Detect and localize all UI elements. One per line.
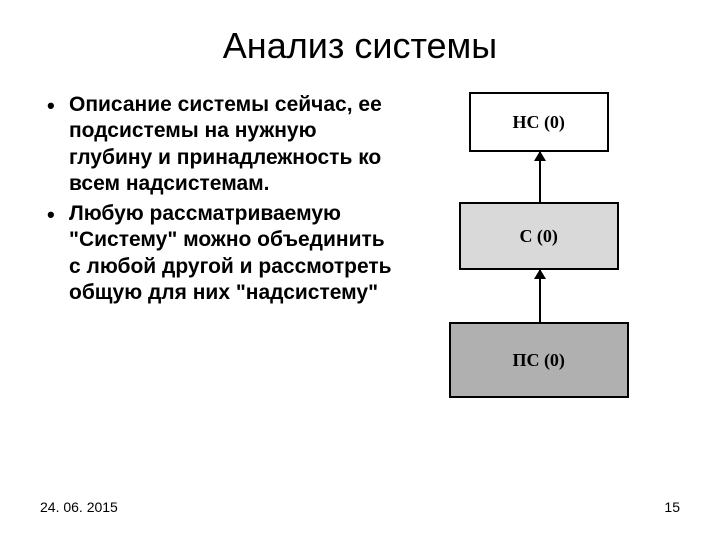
arrow-up-1	[539, 152, 541, 202]
box-supersystem: НС (0)	[469, 92, 609, 152]
slide: Анализ системы Описание системы сейчас, …	[0, 0, 720, 540]
bullet-item: Любую рассматриваемую "Систему" можно об…	[45, 201, 399, 306]
arrow-up-2	[539, 270, 541, 322]
bullet-list: Описание системы сейчас, ее подсистемы н…	[40, 92, 399, 432]
hierarchy-diagram: НС (0) С (0) ПС (0)	[409, 92, 680, 432]
page-title: Анализ системы	[40, 25, 680, 67]
bullet-item: Описание системы сейчас, ее подсистемы н…	[45, 92, 399, 197]
footer-page: 15	[664, 499, 680, 515]
box-system: С (0)	[459, 202, 619, 270]
box-subsystem: ПС (0)	[449, 322, 629, 398]
footer: 24. 06. 2015 15	[40, 499, 680, 515]
footer-date: 24. 06. 2015	[40, 499, 118, 515]
content-area: Описание системы сейчас, ее подсистемы н…	[40, 92, 680, 432]
